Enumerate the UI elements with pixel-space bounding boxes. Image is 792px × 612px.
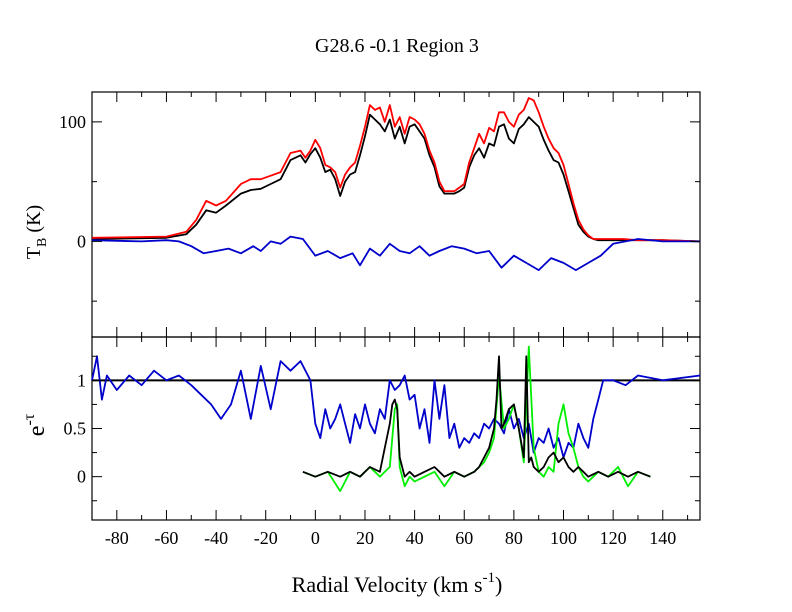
bottom-y-tick-label: 0.5	[64, 419, 87, 439]
chart-title: G28.6 -0.1 Region 3	[315, 35, 479, 57]
svg-text:TB (K): TB (K)	[23, 205, 50, 259]
ylabel-subscript: B	[35, 238, 50, 247]
x-tick-label: 100	[550, 528, 577, 548]
x-tick-label: -60	[154, 528, 178, 548]
x-tick-label: 60	[455, 528, 473, 548]
top-y-axis-label: TB (K)	[23, 205, 50, 259]
x-tick-label: 0	[311, 528, 320, 548]
ylabel-superscript: -τ	[21, 413, 38, 425]
top-series-black	[91, 113, 701, 243]
bottom-y-axis-label: e-τ	[21, 413, 50, 436]
top-plot-frame	[91, 91, 701, 338]
x-axis-label: Radial Velocity (km s-1)	[292, 570, 503, 597]
xlabel-main: Radial Velocity (km s	[292, 572, 483, 597]
x-tick-label: 20	[356, 528, 374, 548]
xlabel-superscript: -1	[483, 570, 496, 586]
bottom-series-black	[302, 355, 651, 478]
ylabel-base: e	[24, 426, 50, 437]
bottom-plot-frame	[91, 336, 701, 521]
x-tick-label: 140	[649, 528, 676, 548]
xlabel-end: )	[495, 572, 502, 597]
bottom-panel: -80 -60 -40 -20 0 20 40 60 80 100 120 140 0 0.5 1	[64, 336, 701, 548]
x-tick-label: 80	[505, 528, 523, 548]
ylabel-main: T	[23, 247, 45, 259]
x-tick-label: -40	[204, 528, 228, 548]
bottom-y-tick-label: 0	[77, 467, 86, 487]
top-series-blue	[91, 235, 700, 272]
top-y-tick-label: 0	[77, 231, 86, 251]
x-tick-label: 40	[406, 528, 424, 548]
top-panel: 0 100	[59, 91, 701, 338]
x-tick-label: -80	[105, 528, 129, 548]
bottom-y-tick-label: 1	[77, 370, 86, 390]
x-tick-label: -20	[254, 528, 278, 548]
ylabel-unit: (K)	[23, 205, 45, 238]
top-y-tick-label: 100	[59, 112, 86, 132]
svg-text:e-τ: e-τ	[21, 413, 50, 436]
x-tick-label: 120	[600, 528, 627, 548]
top-series-red	[91, 97, 701, 243]
bottom-series-green	[302, 345, 651, 493]
